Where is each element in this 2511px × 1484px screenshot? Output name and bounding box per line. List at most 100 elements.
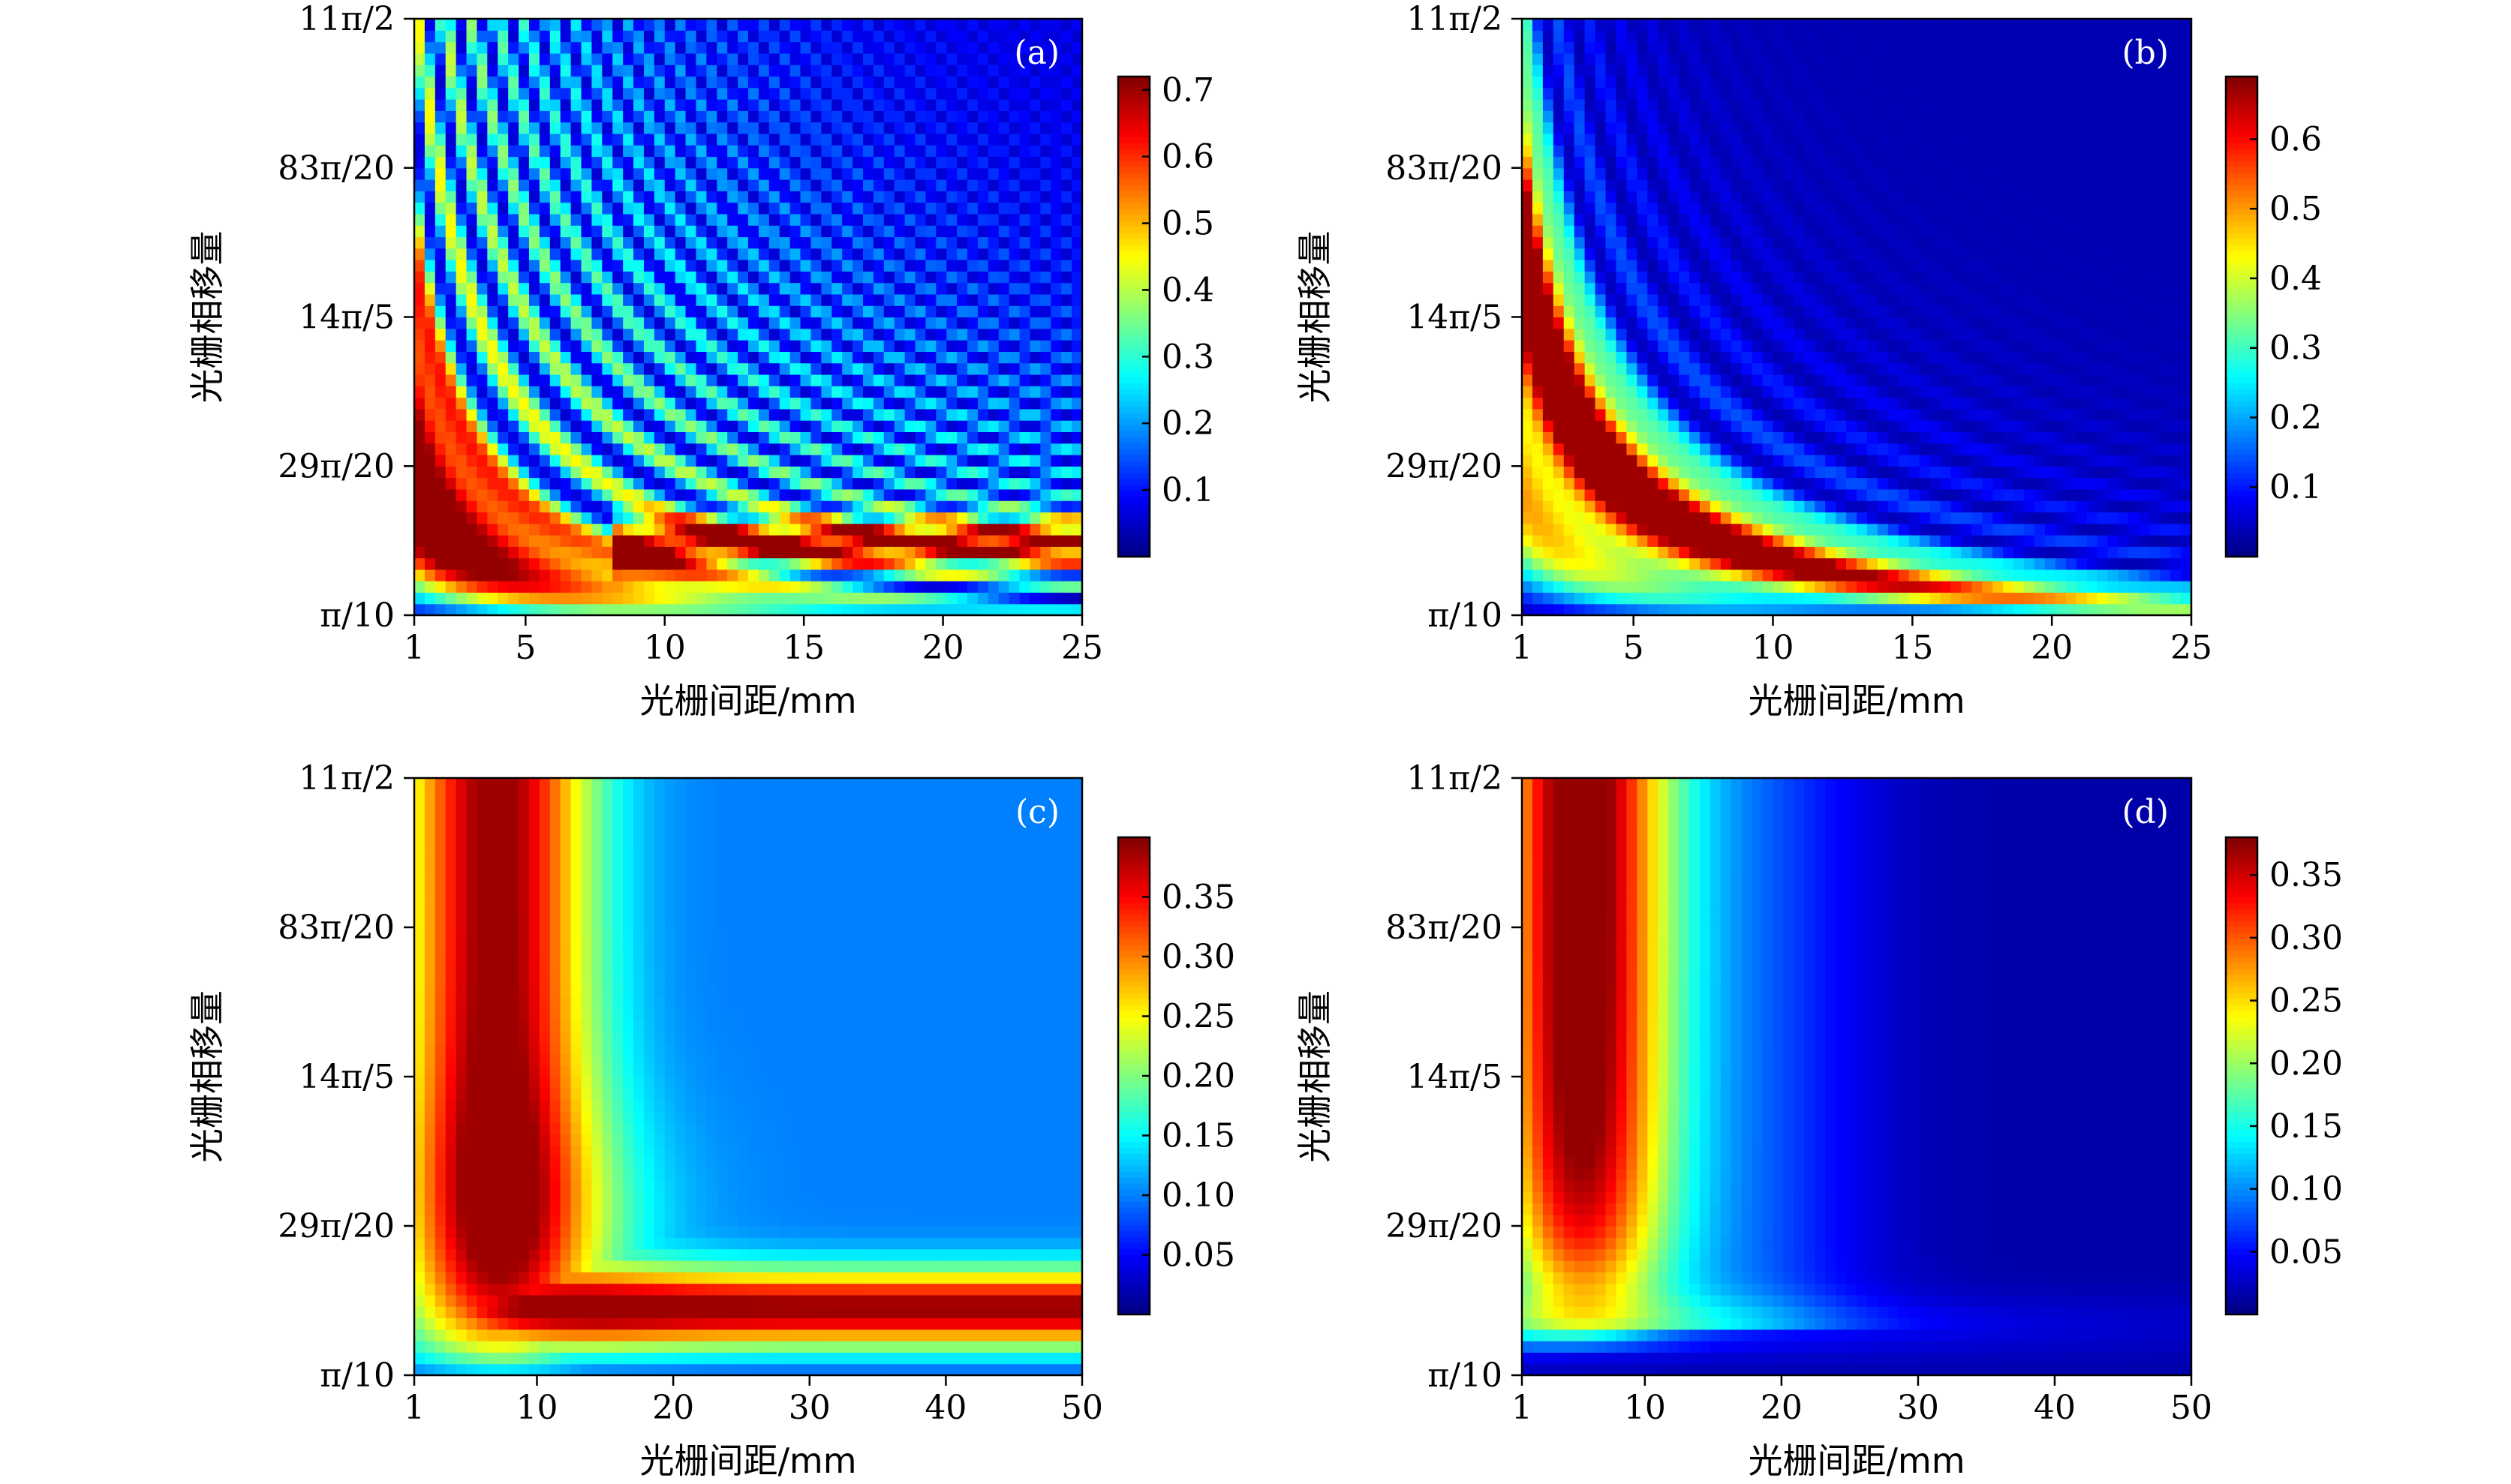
heatmap-cell: [821, 557, 832, 570]
heatmap-cell: [957, 466, 968, 479]
heatmap-cell: [664, 202, 676, 215]
heatmap-cell: [862, 386, 874, 398]
heatmap-cell: [1040, 592, 1051, 605]
heatmap-cell: [414, 546, 426, 559]
heatmap-cell: [873, 30, 885, 43]
heatmap-cell: [998, 431, 1010, 444]
heatmap-cell: [706, 420, 717, 432]
heatmap-cell: [612, 179, 624, 191]
heatmap-cell: [1061, 374, 1072, 386]
heatmap-cell: [853, 191, 864, 203]
heatmap-cell: [768, 167, 780, 180]
heatmap-cell: [1605, 99, 1617, 111]
heatmap-cell: [1542, 248, 1554, 260]
heatmap-cell: [1679, 351, 1690, 364]
heatmap-cell: [768, 557, 780, 570]
heatmap-cell: [915, 557, 927, 570]
heatmap-cell: [894, 305, 906, 318]
heatmap-cell: [748, 145, 759, 158]
heatmap-cell: [581, 420, 593, 432]
heatmap-cell: [1762, 191, 1774, 203]
heatmap-cell: [591, 466, 603, 479]
heatmap-cell: [675, 420, 687, 432]
heatmap-cell: [466, 512, 478, 524]
heatmap-cell: [831, 546, 843, 559]
heatmap-cell: [1804, 110, 1815, 123]
heatmap-cell: [1542, 236, 1554, 249]
heatmap-cell: [1584, 374, 1596, 386]
heatmap-cell: [967, 167, 979, 180]
heatmap-cell: [424, 557, 436, 570]
heatmap-cell: [539, 317, 551, 329]
heatmap-cell: [1699, 386, 1711, 398]
heatmap-cell: [560, 305, 572, 318]
heatmap-cell: [768, 512, 780, 524]
heatmap-cell: [1689, 110, 1701, 123]
heatmap-cell: [821, 374, 832, 386]
heatmap-cell: [768, 443, 780, 455]
heatmap-cell: [685, 260, 697, 272]
heatmap-cell: [1030, 76, 1041, 89]
heatmap-cell: [1563, 225, 1575, 238]
heatmap-cell: [1616, 305, 1627, 318]
heatmap-cell: [925, 236, 937, 249]
heatmap-cell: [539, 362, 551, 375]
heatmap-cell: [1584, 271, 1596, 284]
heatmap-cell: [1637, 191, 1648, 203]
heatmap-cell: [1040, 362, 1051, 375]
heatmap-cell: [768, 110, 780, 123]
heatmap-cell: [560, 466, 572, 479]
heatmap-cell: [706, 351, 717, 364]
heatmap-cell: [487, 236, 498, 249]
heatmap-cell: [560, 328, 572, 341]
heatmap-cell: [591, 133, 603, 146]
heatmap-cell: [998, 213, 1010, 226]
heatmap-cell: [946, 122, 958, 134]
heatmap-cell: [664, 488, 676, 501]
heatmap-cell: [549, 156, 561, 169]
heatmap-cell: [1522, 213, 1533, 226]
heatmap-cell: [1658, 202, 1669, 215]
heatmap-cell: [853, 179, 864, 191]
heatmap-cell: [1553, 202, 1565, 215]
heatmap-cell: [643, 340, 655, 352]
heatmap-cell: [706, 282, 717, 295]
heatmap-cell: [623, 260, 634, 272]
heatmap-cell: [957, 145, 968, 158]
heatmap-cell: [1637, 41, 1648, 54]
heatmap-cell: [894, 202, 906, 215]
heatmap-cell: [1030, 305, 1041, 318]
heatmap-cell: [1668, 466, 1680, 479]
colorbar-step: [1118, 191, 1150, 197]
heatmap-cell: [1574, 156, 1586, 169]
heatmap-cell: [946, 431, 958, 444]
heatmap-cell: [748, 167, 759, 180]
heatmap-cell: [685, 65, 697, 77]
heatmap-cell: [967, 374, 979, 386]
heatmap-cell: [1731, 477, 1743, 490]
heatmap-cell: [560, 454, 572, 467]
heatmap-cell: [456, 110, 468, 123]
heatmap-cell: [487, 408, 498, 421]
heatmap-cell: [915, 603, 927, 616]
heatmap-cell: [1051, 466, 1062, 479]
heatmap-cell: [936, 30, 947, 43]
heatmap-cell: [738, 523, 749, 536]
heatmap-cell: [466, 271, 478, 284]
heatmap-cell: [904, 500, 916, 513]
heatmap-cell: [758, 122, 770, 134]
heatmap-cell: [591, 557, 603, 570]
heatmap-cell: [1563, 19, 1575, 31]
heatmap-cell: [1720, 500, 1732, 513]
heatmap-cell: [800, 110, 812, 123]
heatmap-cell: [977, 443, 989, 455]
heatmap-cell: [581, 110, 593, 123]
heatmap-cell: [831, 500, 843, 513]
heatmap-cell: [623, 477, 634, 490]
heatmap-cell: [1668, 248, 1680, 260]
heatmap-cell: [696, 362, 707, 375]
heatmap-cell: [779, 581, 791, 593]
heatmap-cell: [1019, 546, 1031, 559]
heatmap-cell: [539, 191, 551, 203]
heatmap-cell: [1783, 592, 1794, 605]
